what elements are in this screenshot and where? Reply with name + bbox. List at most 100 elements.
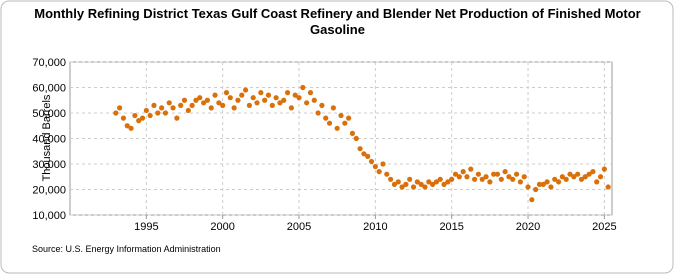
y-tick-label: 20,000 xyxy=(32,185,66,197)
data-point xyxy=(155,110,161,116)
data-point xyxy=(117,105,123,111)
data-point xyxy=(395,179,401,185)
data-point xyxy=(380,161,386,167)
y-tick-label: 70,000 xyxy=(32,57,66,69)
data-point xyxy=(254,100,260,106)
data-point xyxy=(223,90,230,96)
data-point xyxy=(357,146,363,152)
data-point xyxy=(533,186,539,193)
data-point xyxy=(139,115,146,121)
data-point xyxy=(326,120,333,126)
data-point xyxy=(437,176,443,182)
data-point xyxy=(403,181,409,187)
data-point xyxy=(578,176,585,182)
data-point xyxy=(544,179,550,185)
data-point xyxy=(189,102,195,108)
data-point xyxy=(239,92,245,98)
data-point xyxy=(414,179,420,185)
data-point xyxy=(284,90,291,96)
data-point xyxy=(323,115,329,121)
data-point xyxy=(200,100,207,106)
data-point xyxy=(143,107,149,114)
data-point xyxy=(418,181,424,187)
data-point xyxy=(311,97,317,103)
data-point xyxy=(555,179,562,185)
data-point xyxy=(212,92,218,98)
data-point xyxy=(277,100,283,106)
data-point xyxy=(185,107,191,114)
x-tick-label: 2020 xyxy=(516,221,540,233)
data-point xyxy=(521,174,527,180)
data-point xyxy=(120,115,127,121)
data-point xyxy=(178,102,184,108)
data-point xyxy=(304,100,310,106)
data-point xyxy=(502,169,508,175)
data-point xyxy=(399,184,405,190)
data-point xyxy=(548,184,554,190)
data-point xyxy=(552,176,558,182)
data-point xyxy=(242,87,249,93)
data-point xyxy=(292,92,298,98)
data-point xyxy=(258,90,264,96)
source-note: Source: U.S. Energy Information Administ… xyxy=(32,244,221,254)
data-point xyxy=(430,181,436,187)
data-point xyxy=(452,171,459,177)
data-point xyxy=(536,181,543,187)
data-point xyxy=(315,110,321,116)
data-point xyxy=(353,135,359,142)
data-point xyxy=(571,174,577,180)
data-point xyxy=(246,102,252,108)
data-point xyxy=(384,171,390,177)
data-point xyxy=(250,95,256,101)
data-point xyxy=(449,176,455,182)
data-point xyxy=(365,153,371,159)
data-point xyxy=(456,174,462,180)
data-point xyxy=(151,102,157,108)
data-point xyxy=(582,174,588,180)
data-point xyxy=(540,181,546,187)
data-point xyxy=(319,102,325,108)
data-point xyxy=(471,176,478,182)
data-point xyxy=(494,171,501,177)
data-point xyxy=(460,169,466,175)
chart-title: Monthly Refining District Texas Gulf Coa… xyxy=(34,6,641,37)
data-point xyxy=(563,176,569,182)
data-point xyxy=(334,125,340,131)
data-point xyxy=(174,115,180,121)
data-point xyxy=(361,151,367,157)
data-point xyxy=(265,92,272,98)
data-point xyxy=(487,179,493,185)
y-tick-label: 30,000 xyxy=(32,159,66,171)
data-point xyxy=(376,169,382,175)
data-point xyxy=(166,100,172,106)
data-point xyxy=(273,95,279,101)
data-point xyxy=(342,120,348,126)
data-point xyxy=(193,97,199,103)
data-point xyxy=(475,171,482,177)
y-axis-label: Thousand Barrels xyxy=(41,94,53,181)
data-point xyxy=(586,171,592,177)
data-point xyxy=(136,118,142,124)
data-point xyxy=(575,171,581,177)
data-point xyxy=(124,123,130,129)
data-point xyxy=(391,181,398,187)
data-point xyxy=(231,105,237,111)
data-point xyxy=(510,176,516,182)
data-point xyxy=(235,97,241,103)
data-point xyxy=(307,90,314,96)
data-point xyxy=(468,166,474,172)
data-point xyxy=(601,166,607,172)
data-point xyxy=(132,112,138,119)
data-point xyxy=(147,112,153,119)
data-point xyxy=(506,174,512,180)
data-point xyxy=(559,174,565,180)
data-point xyxy=(162,110,169,116)
data-point xyxy=(498,176,504,182)
data-point xyxy=(170,105,176,111)
x-tick-label: 2015 xyxy=(439,221,463,233)
data-point xyxy=(204,97,211,103)
y-tick-label: 50,000 xyxy=(32,108,66,120)
data-point xyxy=(388,176,394,182)
